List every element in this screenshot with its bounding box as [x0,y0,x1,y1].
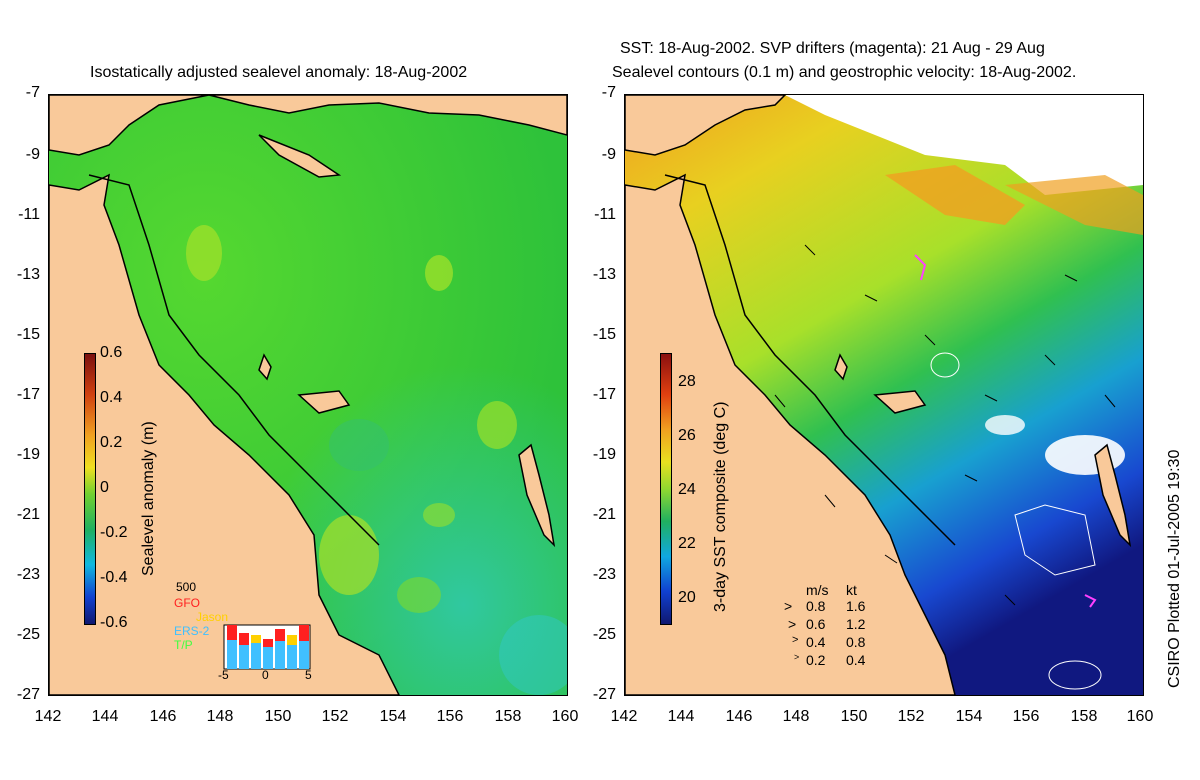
right-y-tick: -21 [592,506,616,523]
right-y-tick: -13 [592,266,616,283]
inset-mission-tp: T/P [174,638,193,652]
left-y-tick: -9 [25,146,40,163]
left-colorbar [84,353,96,625]
right-colorbar-tick: 26 [678,427,696,444]
left-y-tick: -23 [16,566,40,583]
right-colorbar-tick: 28 [678,373,696,390]
right-y-tick: -11 [594,206,616,223]
velocity-legend-arrow-icon: > [794,652,800,662]
right-colorbar-label: 3-day SST composite (deg C) [712,401,729,612]
left-land-png [49,95,567,156]
right-land-png [625,95,787,156]
right-map-title-line1: SST: 18-Aug-2002. SVP drifters (magenta)… [620,40,1045,57]
right-x-tick: 158 [1070,708,1098,725]
right-x-tick: 148 [782,708,810,725]
right-map-title-line2: Sealevel contours (0.1 m) and geostrophi… [612,64,1077,81]
right-x-tick: 156 [1012,708,1040,725]
velocity-legend-header-kt: kt [846,582,857,598]
left-x-tick: 158 [494,708,522,725]
left-x-tick: 146 [149,708,177,725]
right-y-tick: -23 [592,566,616,583]
inset-top-value: 500 [176,580,197,594]
left-map-title: Isostatically adjusted sealevel anomaly:… [90,64,468,81]
right-x-tick: 146 [725,708,753,725]
right-y-tick: -9 [601,146,616,163]
right-x-tick: 142 [610,708,638,725]
left-colorbar-tick: 0.4 [100,389,123,406]
inset-mission-ers2: ERS-2 [174,624,210,638]
left-colorbar-tick: 0.2 [100,434,123,451]
velocity-legend-arrow-icon: > [792,634,799,646]
right-y-tick: -27 [592,686,616,703]
inset-x-tick: 0 [262,668,269,682]
velocity-legend-kt: 1.2 [846,616,866,632]
right-x-tick: 150 [840,708,868,725]
left-colorbar-tick: 0 [100,479,109,496]
right-colorbar [660,353,672,625]
right-x-tick: 154 [955,708,983,725]
velocity-legend-kt: 1.6 [846,598,866,614]
right-land-australia [625,173,956,695]
velocity-legend-ms: 0.6 [806,616,826,632]
left-x-tick: 148 [206,708,234,725]
right-colorbar-tick: 22 [678,535,696,552]
velocity-legend-arrow-icon: > [788,616,797,632]
left-colorbar-label: Sealevel anomaly (m) [140,421,157,576]
left-x-tick: 154 [379,708,407,725]
inset-mission-jason: Jason [196,610,229,624]
velocity-legend-kt: 0.4 [846,652,866,668]
left-colorbar-tick: -0.2 [100,524,128,541]
left-land-australia [49,173,400,695]
right-y-tick: -15 [592,326,616,343]
right-y-tick: -17 [592,386,616,403]
right-y-tick: -19 [592,446,616,463]
left-y-tick: -13 [16,266,40,283]
left-y-tick: -21 [16,506,40,523]
right-colorbar-tick: 24 [678,481,696,498]
velocity-legend-arrow-icon: > [784,598,793,614]
plot-credit: CSIRO Plotted 01-Jul-2005 19:30 [1166,449,1183,688]
velocity-legend-ms: 0.4 [806,634,826,650]
left-y-tick: -7 [25,84,40,101]
left-x-tick: 150 [264,708,292,725]
inset-mission-gfo: GFO [174,596,200,610]
right-x-tick: 152 [897,708,925,725]
left-y-tick: -25 [16,626,40,643]
left-colorbar-tick: -0.4 [100,569,128,586]
right-y-tick: -7 [601,84,616,101]
left-colorbar-tick: -0.6 [100,614,128,631]
left-y-tick: -15 [16,326,40,343]
left-x-tick: 152 [321,708,349,725]
right-x-tick: 144 [667,708,695,725]
inset-x-tick: 5 [305,668,312,682]
left-y-tick: -11 [18,206,40,223]
left-x-tick: 160 [551,708,579,725]
velocity-legend-ms: 0.8 [806,598,826,614]
right-y-tick: -25 [592,626,616,643]
right-colorbar-tick: 20 [678,589,696,606]
velocity-legend-header-ms: m/s [806,582,829,598]
inset-x-tick: -5 [218,668,229,682]
velocity-legend-ms: 0.2 [806,652,826,668]
left-y-tick: -19 [16,446,40,463]
left-y-tick: -27 [16,686,40,703]
right-sst-map [624,94,1144,696]
left-x-tick: 156 [436,708,464,725]
left-x-tick: 144 [91,708,119,725]
right-x-tick: 160 [1126,708,1154,725]
left-colorbar-tick: 0.6 [100,344,123,361]
left-x-tick: 142 [34,708,62,725]
left-y-tick: -17 [16,386,40,403]
velocity-legend-kt: 0.8 [846,634,866,650]
left-sealevel-map [48,94,568,696]
